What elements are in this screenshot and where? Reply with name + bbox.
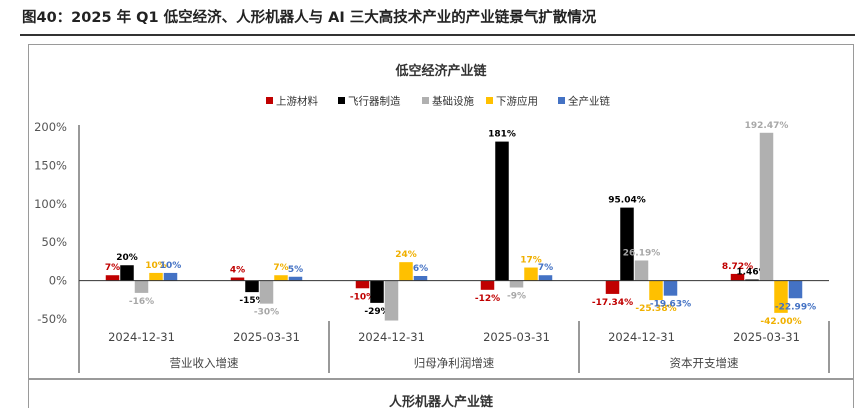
bar-5-3 [413, 275, 428, 281]
data-label-3-2: -30% [254, 308, 279, 318]
bar-5-2 [288, 276, 303, 281]
legend-swatch-5 [558, 97, 565, 104]
data-label-1-2: 4% [230, 266, 245, 276]
bar-2-2 [245, 280, 259, 293]
data-label-1-1: 7% [105, 263, 120, 273]
bar-1-3 [355, 280, 370, 289]
data-label-2-3: -29% [364, 307, 389, 317]
y-tick-label: 100% [34, 197, 67, 211]
bar-2-1 [120, 265, 134, 281]
data-label-2-4: 181% [488, 130, 516, 140]
chart-panel: 低空经济产业链上游材料 飞行器制造 基础设施 下游应用 全产业链 -50% 0% 50% 100… [28, 44, 854, 380]
bar-2-3 [370, 280, 384, 303]
legend-label-2: 飞行器制造 [348, 95, 401, 108]
data-label-2-2: -15% [239, 296, 264, 306]
bar-4-6 [774, 280, 788, 313]
data-label-5-6: -22.99% [775, 302, 816, 312]
bar-5-1 [163, 272, 178, 281]
data-label-1-3: -10% [350, 292, 375, 302]
data-label-5-1: 10% [160, 261, 182, 271]
bar-1-5 [605, 280, 620, 294]
legend-swatch-4 [486, 97, 493, 104]
title-rule [20, 34, 855, 36]
data-label-3-5: 26.19% [623, 248, 661, 258]
bar-3-1 [134, 280, 149, 293]
data-label-5-3: 6% [413, 264, 428, 274]
bar-1-6 [730, 273, 745, 281]
figure-title: 图40：2025 年 Q1 低空经济、人形机器人与 AI 三大高技术产业的产业链… [22, 10, 597, 26]
group-label: 营业收入增速 [170, 356, 239, 370]
bar-3-2 [259, 280, 274, 304]
bar-2-5 [620, 207, 634, 281]
data-label-2-5: 95.04% [608, 196, 646, 206]
bar-2-4 [495, 141, 509, 281]
x-tick-label: 2024-12-31 [608, 330, 675, 344]
bar-4-2 [274, 275, 288, 281]
legend-swatch-3 [422, 97, 429, 104]
data-label-5-2: 5% [288, 265, 303, 275]
bar-4-3 [399, 262, 413, 281]
chart-title: 低空经济产业链 [394, 63, 487, 79]
next-chart-panel: 人形机器人产业链 [28, 378, 854, 410]
bar-1-1 [105, 275, 120, 281]
bar-5-5 [663, 280, 678, 296]
bar-4-4 [524, 267, 538, 281]
legend-label-5: 全产业链 [568, 95, 610, 108]
y-tick-label: 0% [49, 274, 67, 288]
legend-label-3: 基础设施 [432, 95, 474, 108]
data-label-3-1: -16% [129, 297, 154, 307]
bar-4-5 [649, 280, 663, 301]
data-label-5-4: 7% [538, 263, 553, 273]
data-label-4-2: 7% [273, 263, 288, 273]
data-label-2-1: 20% [116, 253, 138, 263]
bar-5-4 [538, 275, 553, 281]
y-tick-label: 200% [34, 120, 67, 134]
y-tick-label: 150% [34, 158, 67, 172]
bar-1-4 [480, 280, 495, 290]
legend-swatch-1 [266, 97, 273, 104]
bar-3-3 [384, 280, 399, 321]
bar-3-5 [634, 260, 649, 281]
data-label-4-1: 10% [145, 261, 167, 271]
x-tick-label: 2025-03-31 [733, 330, 800, 344]
data-label-1-4: -12% [475, 294, 500, 304]
bar-3-4 [509, 280, 524, 288]
bar-3-6 [759, 132, 774, 281]
data-label-1-6: 8.72% [722, 262, 753, 272]
bar-1-2 [230, 277, 245, 281]
group-label: 归母净利润增速 [414, 356, 495, 370]
data-label-4-5: -25.38% [635, 304, 676, 314]
x-tick-label: 2024-12-31 [358, 330, 425, 344]
legend-swatch-2 [338, 97, 345, 104]
x-tick-label: 2025-03-31 [483, 330, 550, 344]
bar-5-6 [788, 280, 803, 299]
data-label-5-5: -19.63% [650, 300, 691, 310]
data-label-4-6: -42.00% [760, 317, 801, 327]
data-label-3-4: -9% [507, 292, 526, 302]
y-tick-label: -50% [37, 312, 67, 326]
group-label: 资本开支增速 [670, 356, 739, 370]
data-label-3-6: 192.47% [745, 121, 789, 131]
legend-label-4: 下游应用 [496, 95, 538, 108]
x-tick-label: 2024-12-31 [108, 330, 175, 344]
y-tick-label: 50% [41, 235, 67, 249]
data-label-4-3: 24% [395, 250, 417, 260]
data-label-4-4: 17% [520, 256, 542, 266]
bar-2-6 [745, 279, 759, 281]
legend-label-1: 上游材料 [276, 95, 318, 108]
x-tick-label: 2025-03-31 [233, 330, 300, 344]
data-label-1-5: -17.34% [592, 298, 633, 308]
data-label-2-6: 1.46% [736, 267, 767, 277]
bar-4-1 [149, 272, 163, 281]
